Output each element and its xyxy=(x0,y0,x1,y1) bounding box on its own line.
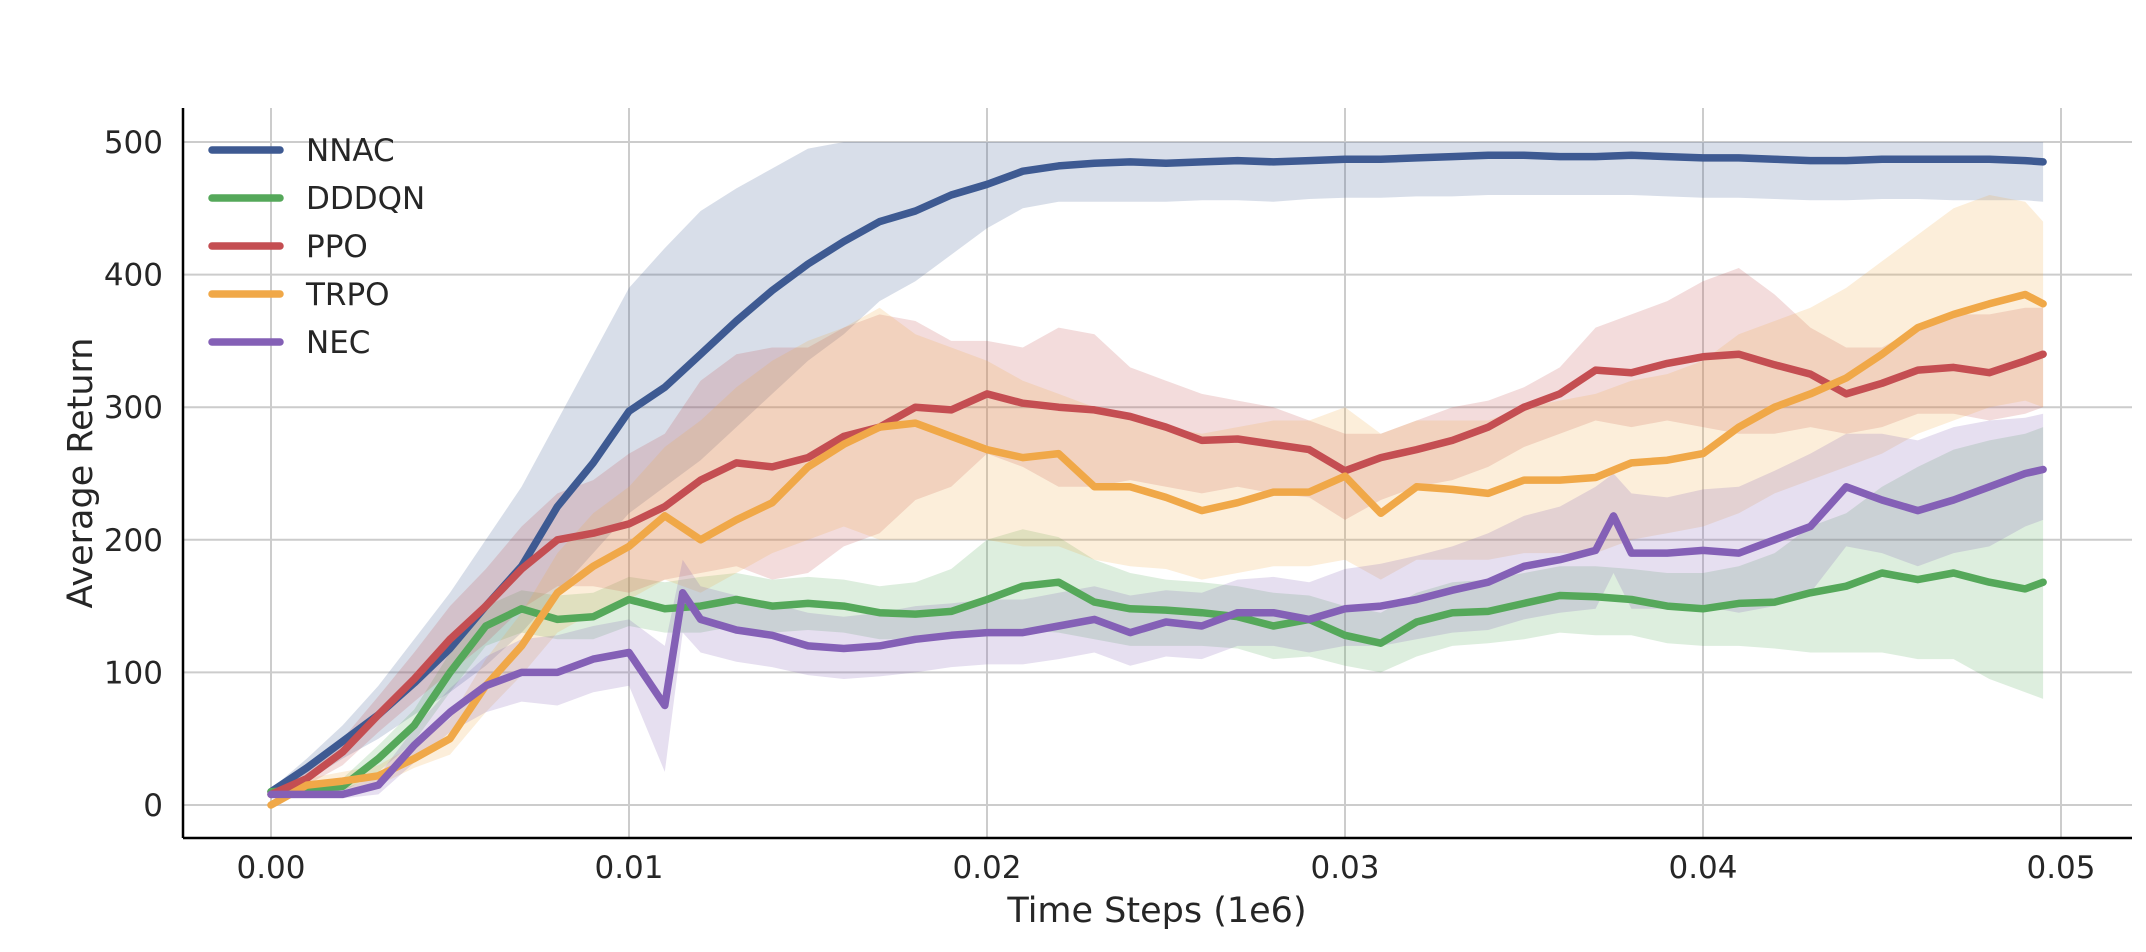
legend-label-nnac: NNAC xyxy=(306,133,395,169)
x-tick-label: 0.05 xyxy=(2026,850,2095,886)
legend-label-trpo: TRPO xyxy=(305,277,390,313)
x-tick-label: 0.04 xyxy=(1668,850,1737,886)
y-tick-label: 500 xyxy=(104,125,163,161)
y-tick-label: 300 xyxy=(104,390,163,426)
series-line-trpo xyxy=(267,290,2047,809)
series-line-nec xyxy=(267,465,2047,799)
legend-label-ppo: PPO xyxy=(306,229,368,265)
y-tick-label: 400 xyxy=(104,258,163,294)
series-lines xyxy=(267,151,2047,809)
band-trpo xyxy=(271,195,2044,805)
x-tick-label: 0.03 xyxy=(1310,850,1379,886)
x-tick-label: 0.01 xyxy=(594,850,663,886)
y-tick-label: 0 xyxy=(143,788,163,824)
legend: NNAC DDDQN PPO TRPO NEC xyxy=(208,133,425,361)
band-ppo xyxy=(271,268,2044,799)
x-axis-title: Time Steps (1e6) xyxy=(1006,891,1306,931)
y-tick-label: 100 xyxy=(104,655,163,691)
x-tick-labels: 0.00 0.01 0.02 0.03 0.04 0.05 xyxy=(236,850,2095,886)
legend-label-nec: NEC xyxy=(306,325,370,361)
series-line-dddqn xyxy=(267,569,2047,796)
x-tick-label: 0.02 xyxy=(952,850,1021,886)
axes xyxy=(181,108,2132,840)
band-nnac xyxy=(271,142,2044,799)
legend-label-dddqn: DDDQN xyxy=(306,181,425,217)
series-line-nnac xyxy=(267,151,2047,796)
grid-lines xyxy=(183,108,2132,838)
y-tick-label: 200 xyxy=(104,523,163,559)
series-line-ppo xyxy=(267,350,2047,799)
y-axis-title: Average Return xyxy=(61,338,101,609)
confidence-bands xyxy=(271,142,2044,805)
y-tick-labels: 0 100 200 300 400 500 xyxy=(104,125,163,824)
x-tick-label: 0.00 xyxy=(236,850,305,886)
